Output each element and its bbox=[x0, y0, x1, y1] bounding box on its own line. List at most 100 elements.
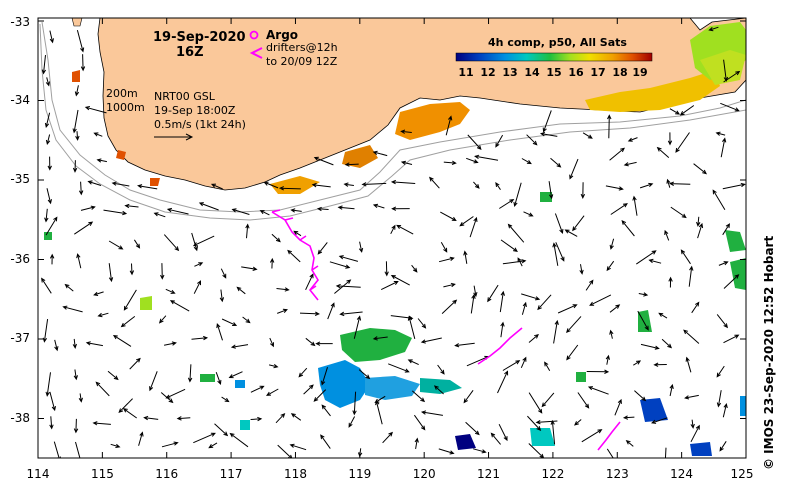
current-vector bbox=[216, 323, 223, 341]
current-vector bbox=[465, 421, 480, 436]
current-vector bbox=[72, 160, 78, 173]
current-vector bbox=[187, 364, 193, 383]
current-vector bbox=[64, 283, 74, 292]
scale-label: 0.5m/s (1kt 24h) bbox=[154, 118, 246, 131]
current-vector bbox=[269, 337, 274, 348]
current-vector bbox=[44, 208, 49, 223]
current-vector bbox=[507, 223, 525, 243]
current-vector bbox=[74, 85, 80, 97]
current-vector bbox=[693, 163, 708, 175]
colorbar-title: 4h comp, p50, All Sats bbox=[488, 36, 627, 49]
current-vector bbox=[138, 431, 144, 446]
current-vector bbox=[122, 408, 137, 419]
current-vector bbox=[574, 419, 582, 426]
current-vector bbox=[499, 290, 505, 313]
current-vector bbox=[609, 329, 614, 339]
current-vector bbox=[143, 415, 159, 421]
current-vector bbox=[587, 386, 609, 395]
current-vector bbox=[557, 304, 578, 314]
current-vector bbox=[49, 391, 56, 412]
axis-ticks bbox=[37, 18, 747, 458]
current-vector bbox=[375, 400, 383, 425]
x-tick-label: 119 bbox=[348, 467, 371, 481]
colorbar-tick: 15 bbox=[546, 66, 561, 79]
current-vector bbox=[715, 131, 726, 136]
current-vector bbox=[420, 337, 442, 344]
current-vector bbox=[358, 241, 364, 253]
y-tick-label: -33 bbox=[10, 15, 30, 29]
current-vector bbox=[614, 398, 622, 416]
current-vector bbox=[539, 132, 558, 137]
current-vector bbox=[722, 402, 728, 418]
current-vector bbox=[470, 293, 476, 314]
current-vector bbox=[723, 274, 740, 289]
current-vector bbox=[679, 105, 695, 116]
current-vector bbox=[528, 392, 543, 414]
current-vector bbox=[716, 314, 729, 329]
current-vector bbox=[440, 241, 448, 253]
current-vector bbox=[445, 115, 453, 136]
current-vector bbox=[236, 286, 246, 295]
x-tick-label: 114 bbox=[27, 467, 50, 481]
current-vector bbox=[85, 341, 103, 347]
current-vector bbox=[589, 294, 612, 306]
current-vector bbox=[41, 55, 47, 75]
x-tick-label: 125 bbox=[731, 467, 754, 481]
current-vector bbox=[78, 393, 83, 403]
current-vector bbox=[640, 343, 660, 350]
current-vector bbox=[72, 338, 77, 349]
current-vector bbox=[622, 415, 635, 420]
current-vector bbox=[577, 392, 590, 409]
current-vector bbox=[400, 160, 413, 165]
current-vector bbox=[45, 77, 50, 87]
current-vector bbox=[466, 157, 479, 164]
current-vector bbox=[372, 203, 385, 209]
current-vector bbox=[231, 208, 250, 215]
current-vector bbox=[658, 312, 668, 319]
current-vector bbox=[610, 203, 628, 215]
current-vector bbox=[463, 250, 468, 264]
current-vector bbox=[352, 391, 357, 416]
current-vector bbox=[192, 235, 215, 247]
current-vector bbox=[653, 362, 667, 367]
current-vector bbox=[716, 365, 725, 378]
current-vector bbox=[627, 137, 638, 142]
x-tick-label: 118 bbox=[284, 467, 307, 481]
current-vector bbox=[338, 255, 359, 262]
current-vector bbox=[582, 132, 593, 139]
current-vector bbox=[638, 292, 649, 297]
current-vector bbox=[103, 209, 128, 216]
current-vector bbox=[550, 157, 562, 168]
current-vector bbox=[550, 419, 556, 445]
current-vector bbox=[637, 310, 649, 331]
current-vector bbox=[158, 315, 167, 324]
current-vector bbox=[87, 180, 102, 186]
current-vector bbox=[433, 385, 444, 395]
scale-arrow bbox=[154, 133, 194, 141]
current-vector bbox=[210, 183, 223, 190]
current-vector bbox=[108, 263, 114, 283]
current-vector bbox=[696, 216, 701, 227]
current-vector bbox=[500, 321, 505, 338]
current-vector bbox=[343, 182, 354, 187]
current-vector bbox=[411, 390, 426, 403]
current-vector bbox=[45, 372, 51, 397]
current-vector bbox=[191, 335, 209, 341]
current-vector bbox=[498, 423, 508, 442]
current-vector bbox=[290, 413, 302, 421]
current-vector bbox=[169, 300, 190, 312]
x-tick-label: 115 bbox=[91, 467, 114, 481]
current-vector bbox=[215, 372, 222, 385]
current-vector bbox=[712, 189, 726, 211]
current-vector bbox=[214, 423, 229, 437]
current-vector bbox=[605, 185, 624, 191]
current-vector bbox=[517, 257, 523, 267]
current-vector bbox=[718, 261, 729, 266]
current-vector bbox=[268, 364, 279, 369]
current-vector bbox=[497, 370, 509, 394]
current-vector bbox=[723, 70, 741, 83]
current-vector bbox=[191, 232, 198, 252]
current-vector bbox=[636, 250, 657, 265]
current-vector bbox=[46, 188, 52, 205]
